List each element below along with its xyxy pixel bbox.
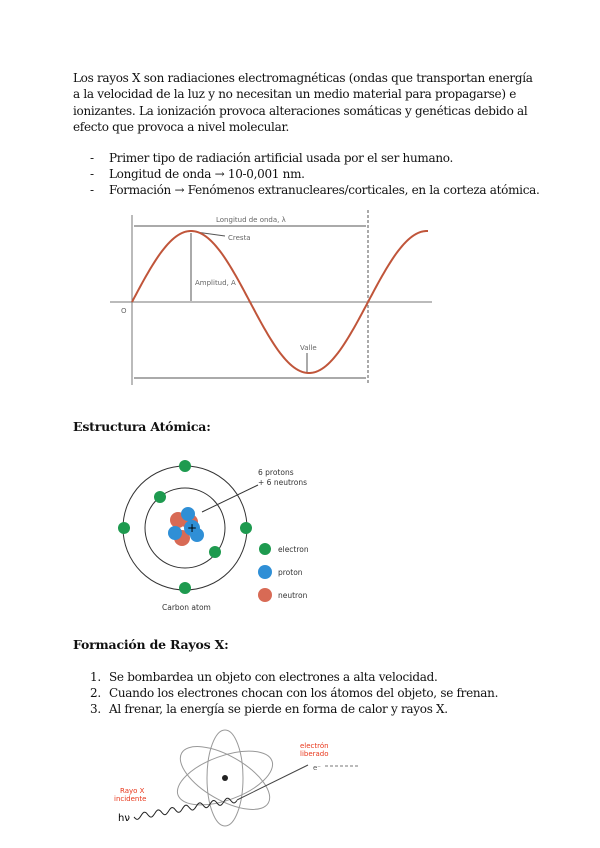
nucleus: + xyxy=(168,507,204,546)
wavelength-label: Longitud de onda, λ xyxy=(216,216,286,224)
electrons xyxy=(118,460,252,594)
neutrons-label: + 6 neutrons xyxy=(258,478,307,487)
legend-neutron: neutron xyxy=(278,591,308,600)
svg-text:+: + xyxy=(187,521,197,535)
nucleus-pointer xyxy=(201,484,259,513)
step-item: 2. Cuando los electrones chocan con los á… xyxy=(90,686,499,700)
released-label: electrón xyxy=(300,742,329,750)
protons-label: 6 protons xyxy=(258,468,294,477)
wave-diagram: Longitud de onda, λ Cresta Amplitud, A V… xyxy=(110,210,432,385)
neutron-legend-icon xyxy=(258,588,272,602)
proton-legend-icon xyxy=(258,565,272,579)
xray-diagram: hν e⁻ Rayo X incidente electrón liberado xyxy=(114,729,358,827)
legend-proton: proton xyxy=(278,568,303,577)
atom-orbits xyxy=(176,729,274,827)
step-item: 3. Al frenar, la energía se pierde en for… xyxy=(90,702,448,716)
hv-label: hν xyxy=(118,813,130,824)
incident-label: Rayo X xyxy=(120,787,145,795)
bullet-item: - Longitud de onda → 10-0,001 nm. xyxy=(90,167,305,181)
incident-ray xyxy=(133,797,238,820)
section-heading: Formación de Rayos X: xyxy=(73,637,229,652)
released-label: liberado xyxy=(300,750,329,758)
legend-electron: electron xyxy=(278,545,309,554)
trough-label: Valle xyxy=(300,344,317,352)
electron-legend-icon xyxy=(259,543,271,555)
e-label: e⁻ xyxy=(313,764,321,772)
bullet-item: - Formación → Fenómenos extranucleares/co… xyxy=(90,183,540,197)
intro-paragraph: Los rayos X son radiaciones electromagné… xyxy=(73,71,533,135)
atom-caption: Carbon atom xyxy=(162,603,211,612)
wave-curve xyxy=(131,230,428,374)
bullet-item: - Primer tipo de radiación artificial usa… xyxy=(90,151,454,165)
step-item: 1. Se bombardea un objeto con electrones … xyxy=(90,670,438,684)
incident-label: incidente xyxy=(114,795,146,803)
nucleus xyxy=(222,775,228,781)
electron-path xyxy=(236,764,309,801)
origin-label: O xyxy=(121,307,127,315)
crest-label: Cresta xyxy=(228,234,251,242)
section-heading: Estructura Atómica: xyxy=(73,419,211,434)
carbon-atom-diagram: + 6 protons + 6 neutrons electron proton… xyxy=(118,460,309,612)
inner-orbit xyxy=(144,487,226,569)
amplitude-label: Amplitud, A xyxy=(195,279,236,287)
